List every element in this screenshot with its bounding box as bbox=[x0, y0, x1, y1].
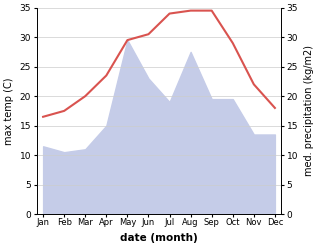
Y-axis label: med. precipitation (kg/m2): med. precipitation (kg/m2) bbox=[304, 45, 314, 176]
X-axis label: date (month): date (month) bbox=[120, 233, 198, 243]
Y-axis label: max temp (C): max temp (C) bbox=[4, 77, 14, 145]
